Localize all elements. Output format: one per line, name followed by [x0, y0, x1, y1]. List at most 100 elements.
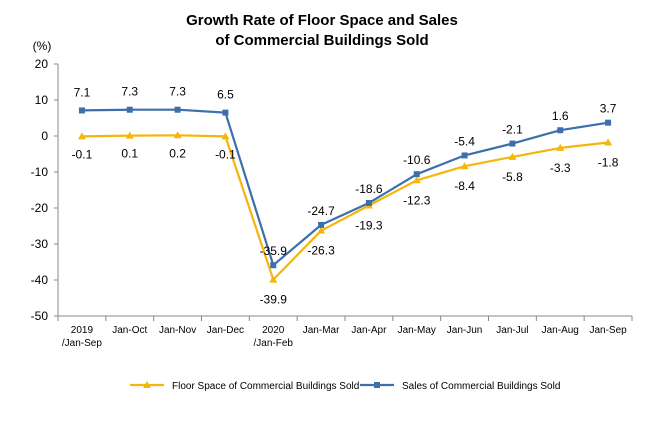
data-point-marker — [174, 106, 181, 113]
data-point-marker — [222, 109, 229, 116]
legend-marker — [143, 381, 151, 388]
data-label-floor-space: -8.4 — [454, 179, 475, 193]
y-tick-label: -30 — [31, 237, 49, 251]
x-tick-label: Jan-Oct — [112, 325, 147, 336]
x-tick-label: Jan-Jul — [496, 325, 528, 336]
x-tick-label: Jan-Jun — [447, 325, 483, 336]
data-label-floor-space: -19.3 — [355, 218, 383, 232]
data-point-marker — [269, 275, 278, 283]
y-tick-label: -20 — [31, 201, 49, 215]
x-tick-label-line: /Jan-Feb — [254, 338, 294, 349]
y-tick-label: 20 — [35, 57, 49, 71]
data-label-floor-space: 0.1 — [121, 147, 138, 161]
x-tick-label-line: Jan-Jul — [496, 325, 528, 336]
data-point-marker — [78, 107, 85, 114]
data-point-marker — [556, 143, 565, 151]
series-sales — [78, 106, 612, 269]
x-tick-label-line: 2020 — [262, 325, 285, 336]
x-tick-label-line: Jan-Apr — [351, 325, 387, 336]
data-point-marker — [317, 226, 326, 234]
data-point-marker — [318, 221, 325, 228]
x-tick-label: Jan-Mar — [303, 325, 340, 336]
data-label-floor-space: -0.1 — [215, 147, 236, 161]
x-tick-label-line: Jan-Mar — [303, 325, 340, 336]
series-layer — [77, 106, 613, 283]
data-label-sales: 7.3 — [121, 85, 138, 99]
data-label-sales: -24.7 — [307, 204, 335, 218]
x-tick-label: 2019/Jan-Sep — [62, 325, 102, 349]
chart-title-line-1: Growth Rate of Floor Space and Sales — [186, 12, 458, 29]
legend-label: Sales of Commercial Buildings Sold — [402, 381, 560, 392]
data-point-marker — [412, 176, 421, 184]
x-tick-label-line: /Jan-Sep — [62, 338, 102, 349]
data-labels: 7.1 -0.1 7.3 0.1 7.3 0.2 6.5 -0.1 -35.9 -39.9 -24.… — [72, 85, 619, 307]
legend-label: Floor Space of Commercial Buildings Sold — [172, 381, 359, 392]
legend-item-sales: Sales of Commercial Buildings Sold — [360, 381, 560, 392]
data-point-marker — [270, 262, 277, 269]
data-point-marker — [508, 152, 517, 160]
data-label-floor-space: -3.3 — [550, 161, 571, 175]
y-tick-label: 0 — [41, 129, 48, 143]
data-label-sales: 1.6 — [552, 109, 569, 123]
data-label-floor-space: -39.9 — [260, 293, 288, 307]
data-point-marker — [413, 171, 420, 178]
y-tick-label: 10 — [35, 93, 49, 107]
data-label-sales: 7.1 — [74, 85, 91, 99]
data-label-sales: -5.4 — [454, 134, 475, 148]
series-line — [81, 134, 609, 281]
data-label-sales: 3.7 — [600, 102, 617, 116]
data-point-marker — [509, 140, 516, 147]
x-tick-label-line: 2019 — [71, 325, 94, 336]
x-tick-label-line: Jan-Sep — [589, 325, 627, 336]
x-axis-ticks: 2019/Jan-Sep Jan-Oct Jan-Nov Jan-Dec 2020/Ja… — [57, 316, 633, 349]
data-label-sales: -35.9 — [260, 244, 288, 258]
legend: Floor Space of Commercial Buildings Sold… — [130, 381, 560, 392]
x-tick-label-line: Jan-Aug — [542, 325, 579, 336]
data-point-marker — [365, 199, 372, 206]
chart-title-line-2: of Commercial Buildings Sold — [215, 32, 428, 49]
data-label-floor-space: -0.1 — [72, 147, 93, 161]
data-point-marker — [604, 138, 613, 146]
data-point-marker — [605, 119, 612, 126]
legend-item-floor-space: Floor Space of Commercial Buildings Sold — [130, 381, 359, 392]
data-label-floor-space: -26.3 — [307, 244, 335, 258]
x-tick-label: Jan-Aug — [542, 325, 579, 336]
y-axis-ticks: 20 10 0 -10 -20 -30 -40 -50 — [31, 57, 58, 323]
legend-marker — [374, 382, 380, 388]
x-tick-label: 2020/Jan-Feb — [254, 325, 294, 349]
data-label-floor-space: -12.3 — [403, 193, 431, 207]
y-tick-label: -50 — [31, 309, 49, 323]
data-label-sales: -2.1 — [502, 123, 523, 137]
data-point-marker — [173, 131, 182, 139]
data-point-marker — [77, 132, 86, 140]
chart-title: Growth Rate of Floor Space and Sales of … — [186, 12, 458, 49]
data-point-marker — [460, 162, 469, 170]
data-point-marker — [126, 106, 133, 113]
series-line — [81, 108, 609, 267]
data-point-marker — [125, 131, 134, 139]
data-label-sales: 7.3 — [169, 85, 186, 99]
data-label-sales: 6.5 — [217, 88, 234, 102]
data-label-floor-space: -1.8 — [598, 155, 619, 169]
x-tick-label-line: Jan-Nov — [159, 325, 196, 336]
x-tick-label: Jan-Nov — [159, 325, 196, 336]
y-tick-label: -40 — [31, 273, 49, 287]
axes — [57, 64, 632, 317]
x-tick-label: Jan-Dec — [207, 325, 244, 336]
data-point-marker — [221, 132, 230, 140]
data-point-marker — [557, 127, 564, 134]
x-tick-label: Jan-Apr — [351, 325, 387, 336]
data-point-marker — [461, 152, 468, 159]
data-label-floor-space: 0.2 — [169, 146, 186, 160]
y-axis-unit-label: (%) — [33, 39, 52, 53]
x-tick-label-line: Jan-Dec — [207, 325, 244, 336]
data-label-sales: -10.6 — [403, 153, 431, 167]
x-tick-label: Jan-Sep — [589, 325, 627, 336]
x-tick-label-line: Jan-Jun — [447, 325, 483, 336]
series-floor-space — [77, 131, 613, 283]
data-label-floor-space: -5.8 — [502, 170, 523, 184]
x-tick-label-line: Jan-Oct — [112, 325, 147, 336]
x-tick-label-line: Jan-May — [398, 325, 436, 336]
